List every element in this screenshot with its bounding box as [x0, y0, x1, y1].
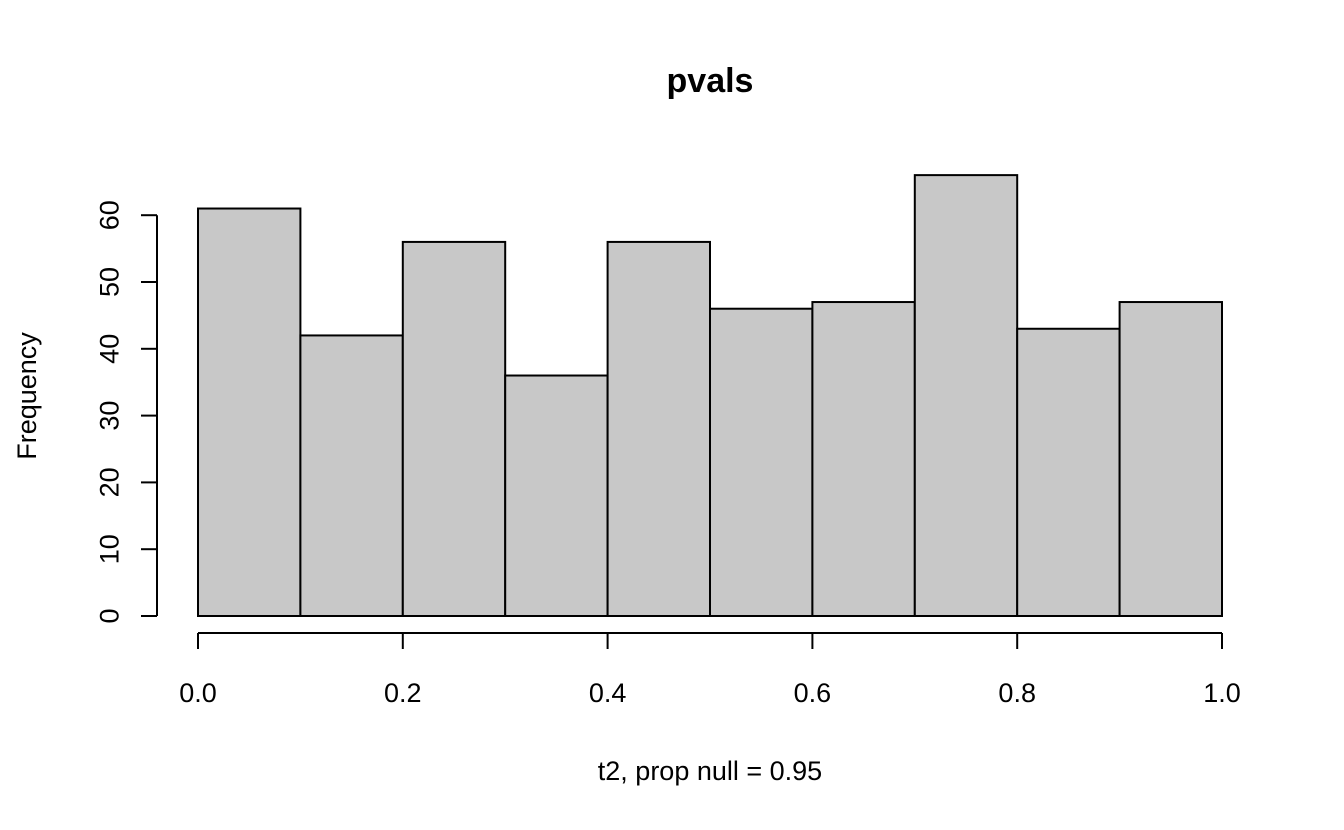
x-tick-label: 0.2	[384, 678, 422, 708]
bars-group	[197, 174, 1223, 618]
chart-title: pvals	[667, 62, 754, 100]
histogram-bar	[1016, 327, 1121, 617]
y-axis: 0 10 20 30 40 50 60	[94, 200, 158, 624]
x-tick-label: 0.4	[589, 678, 627, 708]
y-tick-label: 60	[94, 200, 124, 230]
x-tick-label: 0.0	[179, 678, 217, 708]
y-tick-label: 30	[94, 401, 124, 431]
y-tick-label: 40	[94, 334, 124, 364]
y-tick-label: 20	[94, 467, 124, 497]
histogram-bar	[913, 174, 1019, 617]
histogram-bar	[504, 374, 609, 617]
x-axis-label: t2, prop null = 0.95	[598, 756, 822, 786]
histogram-bar	[811, 301, 916, 617]
x-tick-label: 1.0	[1203, 678, 1241, 708]
y-tick-label: 0	[94, 608, 124, 623]
y-tick-label: 10	[94, 534, 124, 564]
y-tick-label: 50	[94, 267, 124, 297]
histogram-bar	[197, 207, 302, 618]
x-tick-label: 0.8	[998, 678, 1036, 708]
histogram-bar	[709, 307, 814, 617]
histogram-bar	[1118, 301, 1223, 617]
x-tick-label: 0.6	[794, 678, 832, 708]
x-axis: 0.0 0.2 0.4 0.6 0.8 1.0	[179, 632, 1241, 708]
y-axis-label: Frequency	[12, 332, 42, 460]
histogram-bar	[401, 240, 507, 617]
histogram-bar	[606, 240, 711, 617]
histogram-bar	[299, 334, 404, 617]
